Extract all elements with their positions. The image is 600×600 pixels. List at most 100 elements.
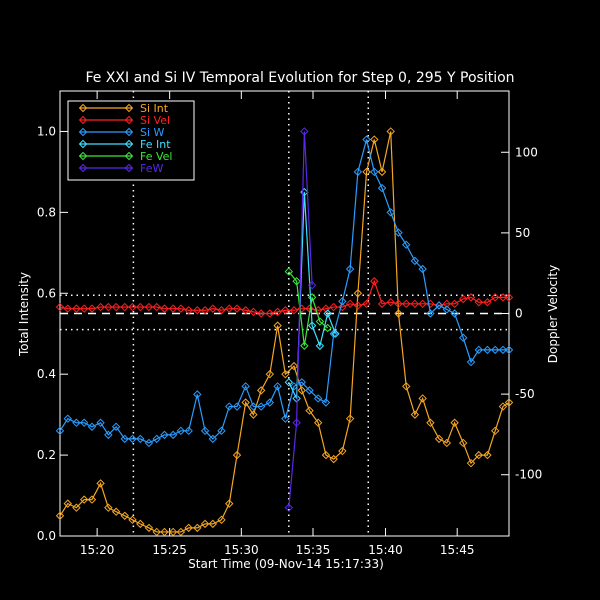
point-few-2 (300, 127, 309, 136)
point-si-vel-19 (208, 304, 218, 313)
point-si-vel-55 (498, 293, 508, 302)
point-fe-int-5 (323, 309, 332, 318)
point-si-int-52 (474, 450, 483, 460)
point-fe-int-2 (300, 187, 309, 197)
point-si-int-0 (55, 511, 65, 520)
series-line-few (288, 131, 313, 508)
point-si-int-22 (232, 450, 242, 460)
point-si-w-34 (329, 329, 338, 338)
point-si-vel-40 (377, 299, 387, 309)
point-si-vel-10 (136, 302, 145, 312)
point-si-w-56 (504, 345, 514, 355)
series-line-si-int (59, 131, 510, 533)
point-si-int-7 (111, 507, 121, 516)
point-si-int-39 (370, 135, 379, 144)
x-tick-label-4: 15:40 (368, 543, 403, 557)
legend-label-few: FeW (140, 162, 163, 175)
y-left-tick-label-0: 0.0 (37, 529, 56, 543)
point-si-vel-8 (120, 302, 129, 312)
x-tick-label-1: 15:25 (152, 543, 187, 557)
point-si-vel-1 (63, 304, 72, 313)
point-si-w-36 (345, 264, 355, 274)
point-si-vel-7 (111, 302, 121, 312)
point-si-int-37 (353, 289, 363, 298)
point-si-w-25 (256, 402, 266, 411)
point-si-vel-54 (490, 293, 500, 302)
point-si-vel-0 (55, 302, 65, 312)
point-si-int-6 (104, 503, 113, 512)
point-si-vel-11 (144, 302, 154, 312)
point-si-int-20 (217, 515, 226, 525)
point-si-w-43 (402, 240, 411, 249)
point-si-w-38 (362, 135, 371, 144)
point-si-w-51 (466, 357, 476, 367)
point-si-w-17 (193, 390, 202, 399)
point-si-int-27 (273, 321, 282, 330)
point-si-vel-2 (72, 304, 81, 313)
point-si-vel-41 (386, 298, 395, 307)
point-si-w-32 (313, 394, 323, 403)
series-line-fe-int (288, 192, 337, 399)
point-si-vel-43 (402, 299, 411, 309)
y-left-tick-label-3: 0.6 (37, 286, 56, 300)
point-si-vel-42 (394, 299, 403, 309)
point-few-3 (307, 280, 317, 290)
y-left-tick-label-1: 0.2 (37, 448, 56, 462)
point-si-int-2 (72, 503, 81, 512)
y-right-tick-label-4: 100 (515, 145, 538, 159)
legend-label-si-vel: Si Vel (140, 114, 170, 127)
y-left-tick-label-4: 0.8 (37, 205, 56, 219)
point-si-vel-12 (152, 302, 161, 312)
point-si-w-31 (305, 386, 314, 395)
point-si-vel-28 (281, 306, 290, 315)
point-si-vel-29 (289, 306, 299, 315)
point-si-vel-9 (128, 302, 137, 312)
point-si-vel-18 (200, 306, 210, 315)
point-few-0 (284, 503, 294, 512)
point-si-int-53 (483, 450, 492, 460)
point-si-int-48 (442, 438, 452, 448)
y-right-tick-label-1: -50 (515, 387, 535, 401)
point-si-int-49 (450, 418, 459, 427)
point-si-int-5 (96, 479, 105, 488)
point-si-w-53 (483, 345, 492, 355)
point-si-w-41 (386, 208, 395, 217)
point-si-vel-38 (362, 299, 371, 309)
point-si-vel-35 (338, 302, 347, 312)
point-si-int-44 (410, 410, 420, 419)
point-si-vel-5 (96, 302, 105, 312)
legend-marker-end-fe-vel (124, 151, 134, 161)
point-si-w-16 (184, 426, 193, 436)
point-si-int-9 (128, 515, 137, 525)
point-fe-vel-4 (315, 317, 325, 326)
y-axis-right-label: Doppler Velocity (546, 265, 560, 363)
point-si-int-35 (338, 446, 347, 456)
point-si-int-25 (256, 386, 266, 395)
point-si-vel-23 (241, 306, 250, 315)
legend-marker-end-si-w (124, 127, 134, 137)
point-si-w-55 (498, 345, 508, 355)
point-few-1 (292, 418, 301, 427)
point-si-int-8 (120, 511, 129, 520)
point-fe-int-3 (307, 321, 317, 330)
point-si-w-15 (176, 426, 186, 436)
point-si-vel-14 (168, 304, 178, 313)
series-line-si-w (59, 139, 509, 444)
point-si-vel-20 (217, 306, 226, 315)
point-si-w-21 (225, 402, 234, 411)
point-si-vel-13 (160, 304, 169, 313)
point-si-vel-4 (87, 304, 97, 313)
point-si-w-48 (442, 305, 452, 314)
point-si-int-47 (434, 434, 444, 444)
series-fe-vel (284, 267, 332, 350)
point-si-w-30 (297, 378, 306, 387)
point-si-int-3 (79, 495, 89, 504)
point-si-int-23 (241, 398, 250, 407)
y-left-tick-label-5: 1.0 (37, 124, 56, 138)
point-si-vel-45 (418, 299, 427, 309)
point-si-w-8 (120, 434, 129, 444)
point-si-w-54 (490, 345, 500, 355)
point-si-int-54 (490, 426, 500, 436)
point-si-w-14 (168, 430, 178, 440)
